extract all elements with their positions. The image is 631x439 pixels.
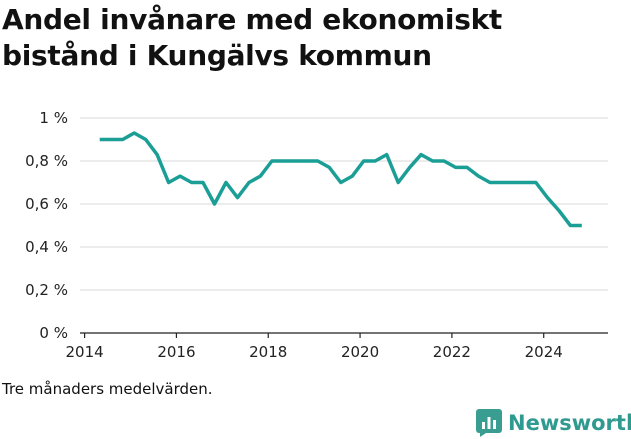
chart-title: Andel invånare med ekonomiskt bistånd i … [2, 3, 503, 72]
x-axis: 2014 2016 2018 2020 2022 2024 [65, 332, 608, 361]
x-tick-label: 2016 [157, 343, 195, 361]
x-tick-label: 2022 [433, 343, 471, 361]
bar-chart-logo-icon [476, 409, 502, 437]
x-tick-label: 2014 [65, 343, 103, 361]
chart-note: Tre månaders medelvärden. [2, 380, 213, 398]
series-line-path [99, 131, 582, 228]
brand-name: Newsworthy [508, 411, 631, 435]
y-tick-label: 0,2 % [25, 281, 68, 299]
y-tick-label: 0 % [39, 324, 68, 342]
y-tick-label: 0,8 % [25, 152, 68, 170]
y-tick-label: 1 % [39, 109, 68, 127]
newsworthy-logo[interactable]: Newsworthy [476, 407, 631, 439]
y-tick-label: 0,6 % [25, 195, 68, 213]
y-axis-tick-labels: 0 % 0,2 % 0,4 % 0,6 % 0,8 % 1 % [25, 109, 68, 342]
x-tick-label: 2024 [525, 343, 563, 361]
x-tick-label: 2020 [341, 343, 379, 361]
x-tick-label: 2018 [249, 343, 287, 361]
gridlines [80, 117, 608, 291]
y-tick-label: 0,4 % [25, 238, 68, 256]
series-line [99, 131, 582, 228]
